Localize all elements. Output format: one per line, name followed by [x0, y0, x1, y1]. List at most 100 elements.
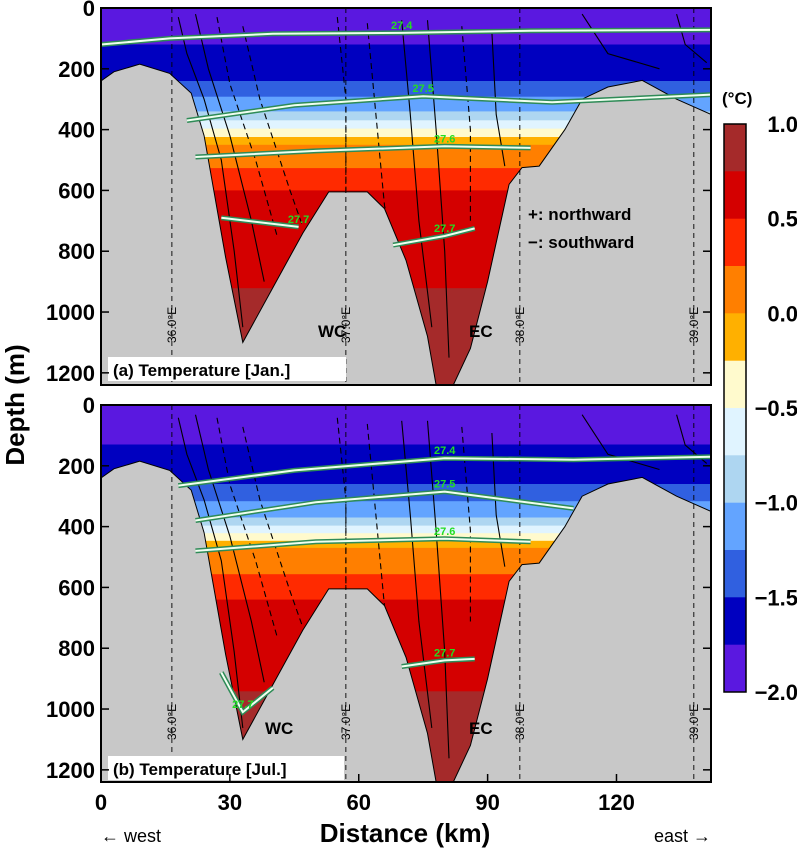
y-tick-label-b-0: 0 [83, 393, 95, 418]
panel-b-lon-label-3: 39.0°E [687, 704, 701, 740]
panel-b-isopycnals: 27.4 27.5 27.6 27.7 27.7 [177, 445, 711, 716]
x-tick-label-3: 90 [475, 790, 499, 815]
panel-b-isopycnal-label-3: 27.7 [232, 699, 253, 711]
panel-b: 36.0°E 37.0°E 38.0°E 39.0°E 27.427.527.627.… [100, 404, 712, 783]
panel-a-contour-2 [216, 16, 278, 237]
panel-b-isopycnal-3 [220, 672, 274, 714]
y-tick-label-b-3: 600 [58, 575, 95, 600]
panel-b-contour-7 [426, 420, 450, 759]
panel-b-isopycnal-label-0: 27.4 [434, 445, 456, 457]
panel-a-lon-label-2: 38.0°E [513, 307, 527, 343]
colorbar-segment-3 [724, 266, 746, 314]
colorbar-segment-2 [724, 218, 746, 267]
panel-b-isopycnal-label-4: 27.7 [434, 647, 455, 659]
panel-a-isopycnal-label-3: 27.7 [288, 214, 309, 226]
panel-a-ec-label: EC [469, 322, 493, 341]
panel-a-isopycnals: 27.4 27.5 27.6 27.7 27.7 [101, 20, 711, 248]
colorbar-unit: (°C) [722, 89, 752, 108]
x-tick-label-2: 60 [347, 790, 371, 815]
panel-b-ec-label: EC [469, 719, 493, 738]
y-ticks-b: 0 200 400 600 800 1000 1200 [46, 393, 711, 783]
colorbar-segment-1 [724, 171, 746, 220]
panel-a-layer-3-band-2 [101, 119, 711, 129]
panel-a-field: 36.0°E 37.0°E 38.0°E 39.0°E 27.427.527.627.… [101, 8, 711, 385]
panel-a-isopycnal-3 [221, 216, 299, 228]
panel-b-isopycnal-label-2: 27.6 [434, 526, 455, 538]
panel-b-contour-2 [216, 417, 278, 637]
colorbar-tick-5: −1.5 [755, 585, 797, 610]
panel-a-title: (a) Temperature [Jan.] [113, 361, 290, 380]
y-tick-label-a-6: 1200 [46, 361, 95, 386]
panel-b-contour-10 [581, 414, 660, 471]
y-tick-label-b-4: 800 [58, 636, 95, 661]
west-label: ← west [101, 826, 161, 846]
colorbar-tick-4: −1.0 [755, 491, 797, 516]
panel-b-isopycnal-2 [195, 537, 531, 552]
panel-b-isopycnal-4 [401, 657, 475, 668]
colorbar-tick-6: −2.0 [755, 680, 797, 705]
y-tick-label-a-5: 1000 [46, 300, 95, 325]
panel-b-layer-3-band-2 [101, 525, 711, 534]
east-label: east → [654, 826, 711, 846]
panel-a-contour-11 [676, 13, 708, 64]
panel-a-title-box [108, 357, 346, 381]
panel-b-lon-label-0: 36.0°E [165, 704, 179, 740]
panel-b-isopycnal-1 [195, 490, 574, 522]
legend-southward: −: southward [528, 233, 634, 252]
panel-b-isopycnal-0 [178, 455, 711, 487]
panel-a-layer-3-band-0 [101, 136, 711, 146]
colorbar-segment-0 [724, 124, 746, 172]
colorbar-segment-8 [724, 502, 746, 551]
panel-b-layer-3-band-3 [101, 517, 711, 526]
panel-a-layer-2-band-1 [101, 81, 711, 97]
y-ticks-a: 0 200 400 600 800 1000 1200 [46, 0, 711, 386]
panel-a-contour-1 [194, 13, 265, 282]
panel-a-frame [100, 7, 712, 386]
colorbar-segment-11 [724, 644, 746, 693]
panel-b-contour-0 [177, 417, 244, 728]
panel-b-layer-0-band-0 [101, 405, 711, 445]
x-tick-label-0: 0 [95, 790, 107, 815]
y-axis-label: Depth (m) [0, 344, 30, 465]
y-tick-label-b-6: 1200 [46, 758, 95, 783]
y-tick-label-a-2: 400 [58, 118, 95, 143]
x-axis-label: Distance (km) [320, 818, 491, 848]
y-tick-label-a-0: 0 [83, 0, 95, 21]
colorbar-segment-4 [724, 313, 746, 362]
colorbar-segment-10 [724, 597, 746, 646]
x-ticks: 0 30 60 90 120 [95, 774, 635, 815]
panel-b-frame [100, 404, 712, 783]
legend-northward: +: northward [528, 205, 631, 224]
x-tick-label-1: 30 [218, 790, 242, 815]
panel-b-layer-3-band-1 [101, 532, 711, 541]
panel-b-lon-label-2: 38.0°E [513, 704, 527, 740]
y-tick-label-b-1: 200 [58, 454, 95, 479]
colorbar-tick-2: 0.0 [767, 301, 797, 326]
y-tick-label-a-4: 800 [58, 239, 95, 264]
panel-b-longitude-lines: 36.0°E 37.0°E 38.0°E 39.0°E [165, 405, 701, 782]
panel-a-isopycnal-4 [392, 227, 475, 247]
panel-b-layer-3-band-0 [101, 540, 711, 549]
y-tick-label-b-5: 1000 [46, 697, 95, 722]
colorbar-segment-7 [724, 455, 746, 504]
panel-a-contour-0 [177, 16, 244, 328]
panel-b-title-box [108, 756, 344, 780]
panel-a-isopycnal-1 [186, 93, 711, 122]
panel-a-isopycnal-label-0: 27.4 [391, 20, 413, 32]
panel-a-layer-3-band-1 [101, 128, 711, 137]
panel-b-field: 36.0°E 37.0°E 38.0°E 39.0°E 27.427.527.627.… [101, 405, 711, 782]
panel-a-contour-6 [401, 20, 433, 328]
panel-b-isopycnal-label-1: 27.5 [434, 479, 455, 491]
x-tick-label-4: 120 [598, 790, 635, 815]
panel-a-lon-label-1: 37.0°E [339, 307, 353, 343]
panel-a-lon-label-0: 36.0°E [165, 307, 179, 343]
panel-a: 36.0°E 37.0°E 38.0°E 39.0°E 27.427.527.627.… [100, 7, 712, 386]
y-tick-label-a-3: 600 [58, 178, 95, 203]
panel-a-layer-3-band-3 [101, 111, 711, 121]
panel-b-contour-6 [401, 420, 433, 728]
colorbar-segment-9 [724, 550, 746, 598]
panel-a-wc-label: WC [318, 322, 346, 341]
panel-a-contour-7 [426, 20, 450, 358]
panel-a-contour-3 [242, 26, 304, 228]
